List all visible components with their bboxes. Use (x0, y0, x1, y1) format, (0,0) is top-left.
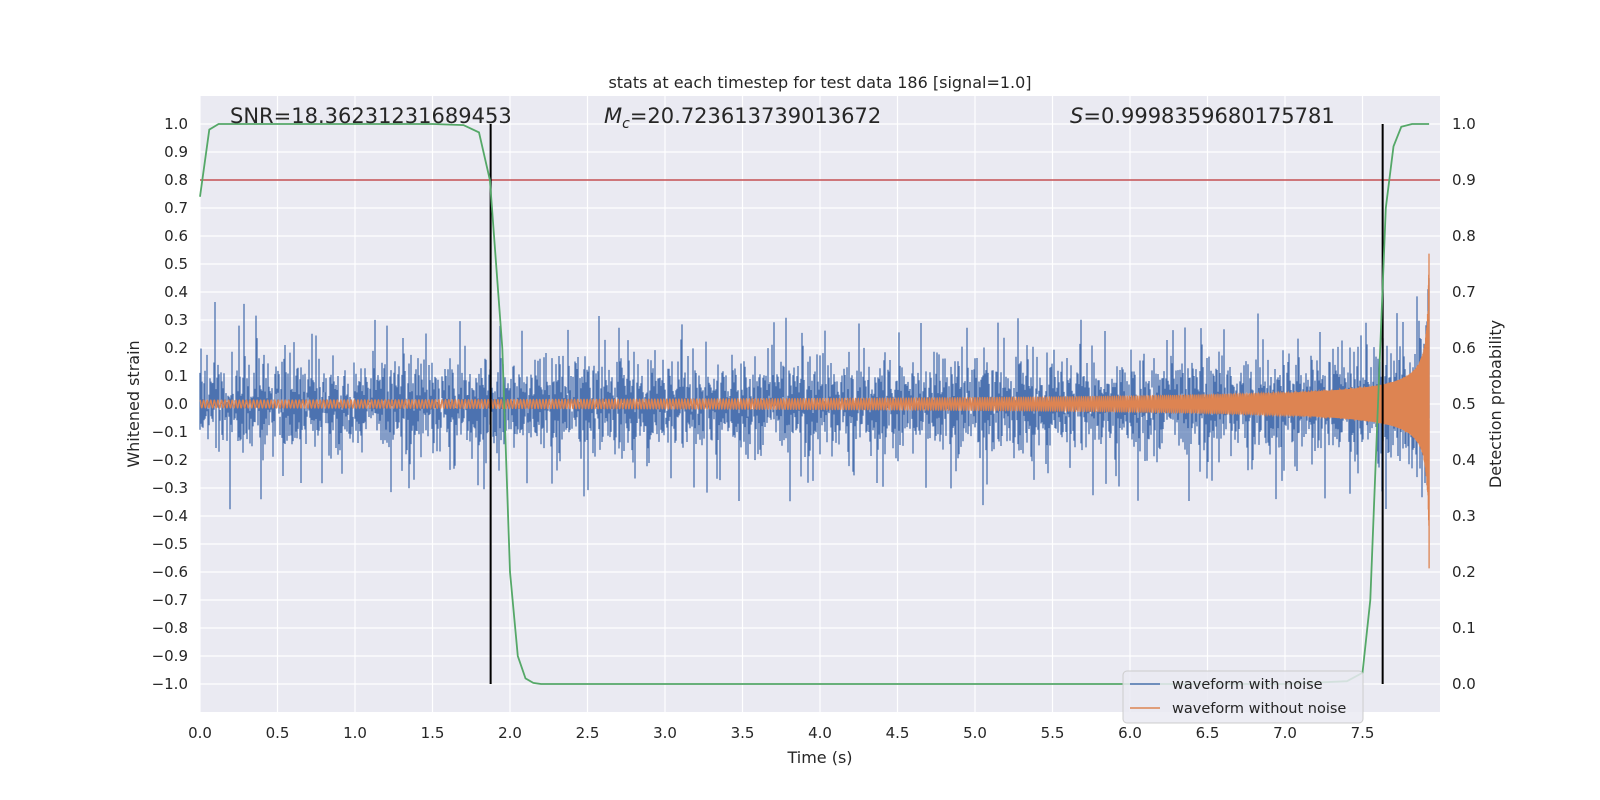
x-tick-label: 4.5 (886, 724, 910, 742)
y-left-tick-label: −0.6 (152, 563, 188, 581)
y-left-tick-label: 0.7 (164, 199, 188, 217)
x-tick-label: 6.0 (1118, 724, 1142, 742)
y-left-tick-label: −0.8 (152, 619, 188, 637)
waveform-without-noise-line (199, 253, 1430, 569)
y-axis-right-label: Detection probability (1486, 320, 1505, 488)
x-tick-label: 1.0 (343, 724, 367, 742)
y-left-tick-label: 0.0 (164, 395, 188, 413)
series-detection-probability (199, 123, 1430, 685)
score-value: =0.9998359680175781 (1083, 104, 1334, 128)
chirp-mass-symbol: M (604, 104, 622, 128)
snr-annotation: SNR=18.36231231689453 (230, 104, 512, 128)
y-left-tick-label: −0.4 (152, 507, 188, 525)
y-left-tick-label: −0.9 (152, 647, 188, 665)
detection-probability-line (199, 123, 1430, 685)
y-right-tick-label: 0.9 (1452, 171, 1476, 189)
y-left-tick-label: 0.2 (164, 339, 188, 357)
reference-lines (200, 124, 1440, 684)
y-left-tick-label: 0.5 (164, 255, 188, 273)
x-tick-label: 1.5 (421, 724, 445, 742)
y-axis-left-label: Whitened strain (124, 340, 143, 467)
y-right-tick-label: 0.0 (1452, 675, 1476, 693)
chirp-mass-annotation: Mc=20.723613739013672 (604, 104, 881, 132)
y-axis-left-ticks: 1.0 0.9 0.8 0.7 0.6 0.5 0.4 0.3 0.2 0.1 0.0 −0.1 −0.… (152, 115, 188, 693)
x-tick-label: 0.0 (188, 724, 212, 742)
y-right-tick-label: 0.5 (1452, 395, 1476, 413)
y-right-tick-label: 0.4 (1452, 451, 1476, 469)
x-tick-label: 3.5 (731, 724, 755, 742)
legend-label-noise: waveform with noise (1172, 677, 1323, 693)
y-left-tick-label: 0.4 (164, 283, 188, 301)
x-tick-label: 0.5 (266, 724, 290, 742)
y-left-tick-label: −0.2 (152, 451, 188, 469)
x-tick-label: 4.0 (808, 724, 832, 742)
series-waveform-without-noise (199, 253, 1430, 569)
y-left-tick-label: −0.5 (152, 535, 188, 553)
legend: waveform with noise waveform without noi… (1122, 670, 1364, 724)
y-left-tick-label: −0.1 (152, 423, 188, 441)
x-tick-label: 7.5 (1351, 724, 1375, 742)
y-left-tick-label: 0.6 (164, 227, 188, 245)
legend-box (1122, 670, 1364, 724)
y-left-tick-label: −0.7 (152, 591, 188, 609)
chart-title: stats at each timestep for test data 186… (608, 73, 1031, 92)
x-tick-label: 2.5 (576, 724, 600, 742)
x-axis-ticks: 0.0 0.5 1.0 1.5 2.0 2.5 3.0 3.5 4.0 4.5 5.0 5.5 6.0 6… (188, 724, 1374, 742)
x-tick-label: 5.0 (963, 724, 987, 742)
legend-label-clean: waveform without noise (1172, 701, 1346, 717)
score-annotation: S=0.9998359680175781 (1070, 104, 1335, 128)
y-left-tick-label: 0.1 (164, 367, 188, 385)
y-left-tick-label: 1.0 (164, 115, 188, 133)
y-right-tick-label: 0.1 (1452, 619, 1476, 637)
y-right-tick-label: 0.8 (1452, 227, 1476, 245)
x-tick-label: 2.0 (498, 724, 522, 742)
y-left-tick-label: −1.0 (152, 675, 188, 693)
y-right-tick-label: 0.7 (1452, 283, 1476, 301)
y-right-tick-label: 0.2 (1452, 563, 1476, 581)
y-right-tick-label: 1.0 (1452, 115, 1476, 133)
y-right-tick-label: 0.6 (1452, 339, 1476, 357)
y-left-tick-label: 0.3 (164, 311, 188, 329)
y-right-tick-label: 0.3 (1452, 507, 1476, 525)
y-axis-right-ticks: 1.0 0.9 0.8 0.7 0.6 0.5 0.4 0.3 0.2 0.1 0.0 (1452, 115, 1476, 693)
x-tick-label: 7.0 (1273, 724, 1297, 742)
x-axis-label: Time (s) (786, 748, 852, 767)
y-left-tick-label: 0.8 (164, 171, 188, 189)
chirp-mass-value: =20.723613739013672 (630, 104, 881, 128)
score-symbol: S (1070, 104, 1083, 128)
x-tick-label: 6.5 (1196, 724, 1220, 742)
y-left-tick-label: −0.3 (152, 479, 188, 497)
x-tick-label: 3.0 (653, 724, 677, 742)
x-tick-label: 5.5 (1041, 724, 1065, 742)
y-left-tick-label: 0.9 (164, 143, 188, 161)
chirp-mass-subscript: c (622, 116, 630, 132)
